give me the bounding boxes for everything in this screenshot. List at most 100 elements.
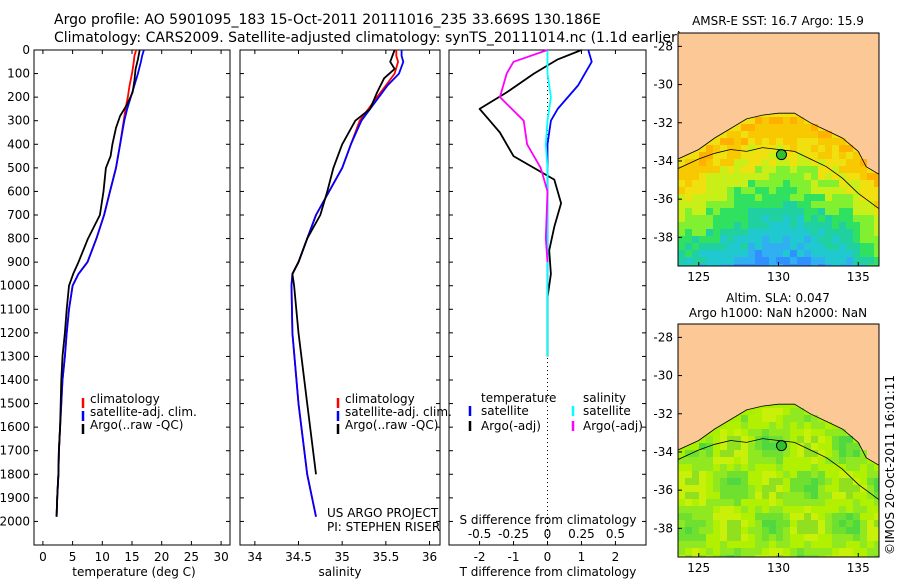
map-cell [839,194,846,201]
map-cell [832,145,839,152]
map-cell [825,138,832,145]
map-cell [769,208,776,215]
map-cell [727,194,734,201]
legend-s-satellite: satellite [583,404,631,418]
map-cell [769,173,776,180]
map-cell [804,173,811,180]
map-cell [776,506,783,513]
map-cell [685,264,692,266]
map-cell [853,471,860,478]
map-cell [706,201,713,208]
map-cell [755,464,762,471]
map-cell [769,250,776,257]
map-cell [832,471,839,478]
map-cell [839,555,846,557]
map-cell [811,180,818,187]
map-cell [832,201,839,208]
map-cell [692,222,699,229]
map-cell [713,541,720,548]
map-cell [713,229,720,236]
map-cell [811,131,818,138]
map-cell [818,229,825,236]
map-cell [727,138,734,145]
map-cell [867,471,874,478]
map-cell [706,541,713,548]
map-cell [860,471,867,478]
map-cell [678,173,685,180]
map-cell [720,457,727,464]
map-cell [762,138,769,145]
map-cell [727,145,734,152]
map-cell [776,236,783,243]
map-cell [783,415,790,422]
map-cell [846,173,853,180]
map-cell [783,194,790,201]
map-cell [776,166,783,173]
map-cell [713,159,720,166]
map-cell [867,492,874,499]
map-cell [818,436,825,443]
map-cell [692,243,699,250]
map-cell [734,131,741,138]
map-cell [755,208,762,215]
sst-map-title: AMSR-E SST: 16.7 Argo: 15.9 [692,14,864,28]
map-cell [762,180,769,187]
map-cell [699,229,706,236]
temperature-panel: 0100200300400500600700800900100011001200… [0,43,231,564]
map-cell [678,513,685,520]
map-cell [699,534,706,541]
map-cell [797,222,804,229]
map-cell [741,180,748,187]
map-cell [720,152,727,159]
map-cell [839,492,846,499]
map-cell [692,166,699,173]
map-cell [762,173,769,180]
map-cell [748,548,755,555]
map-cell [776,499,783,506]
map-cell [818,478,825,485]
map-cell [678,243,685,250]
map-cell [776,194,783,201]
map-cell [846,250,853,257]
map-cell [720,243,727,250]
map-cell [769,117,776,124]
map-cell [818,222,825,229]
map-cell [867,173,874,180]
map-cell [776,180,783,187]
map-cell [706,471,713,478]
map-cell [797,124,804,131]
map-cell [832,492,839,499]
map-cell [706,506,713,513]
map-cell [706,145,713,152]
map-cell [804,145,811,152]
map-cell [846,222,853,229]
map-cell [867,527,874,534]
map-cell [776,229,783,236]
map-cell [846,166,853,173]
map-cell [825,513,832,520]
map-cell [706,222,713,229]
map-cell [825,492,832,499]
map-cell [804,555,811,557]
map-cell [727,555,734,557]
map-cell [797,180,804,187]
map-cell [867,215,874,222]
map-cell [741,187,748,194]
map-cell [748,215,755,222]
map-cell [713,166,720,173]
map-cell [853,506,860,513]
map-cell [720,492,727,499]
map-cell [818,485,825,492]
map-cell [783,422,790,429]
map-cell [685,534,692,541]
map-cell [832,499,839,506]
map-cell [783,208,790,215]
plot-frame [239,49,441,546]
map-cell [776,464,783,471]
map-cell [713,485,720,492]
map-cell [818,506,825,513]
map-cell [776,243,783,250]
map-cell [776,201,783,208]
map-cell [727,187,734,194]
map-cell [762,236,769,243]
